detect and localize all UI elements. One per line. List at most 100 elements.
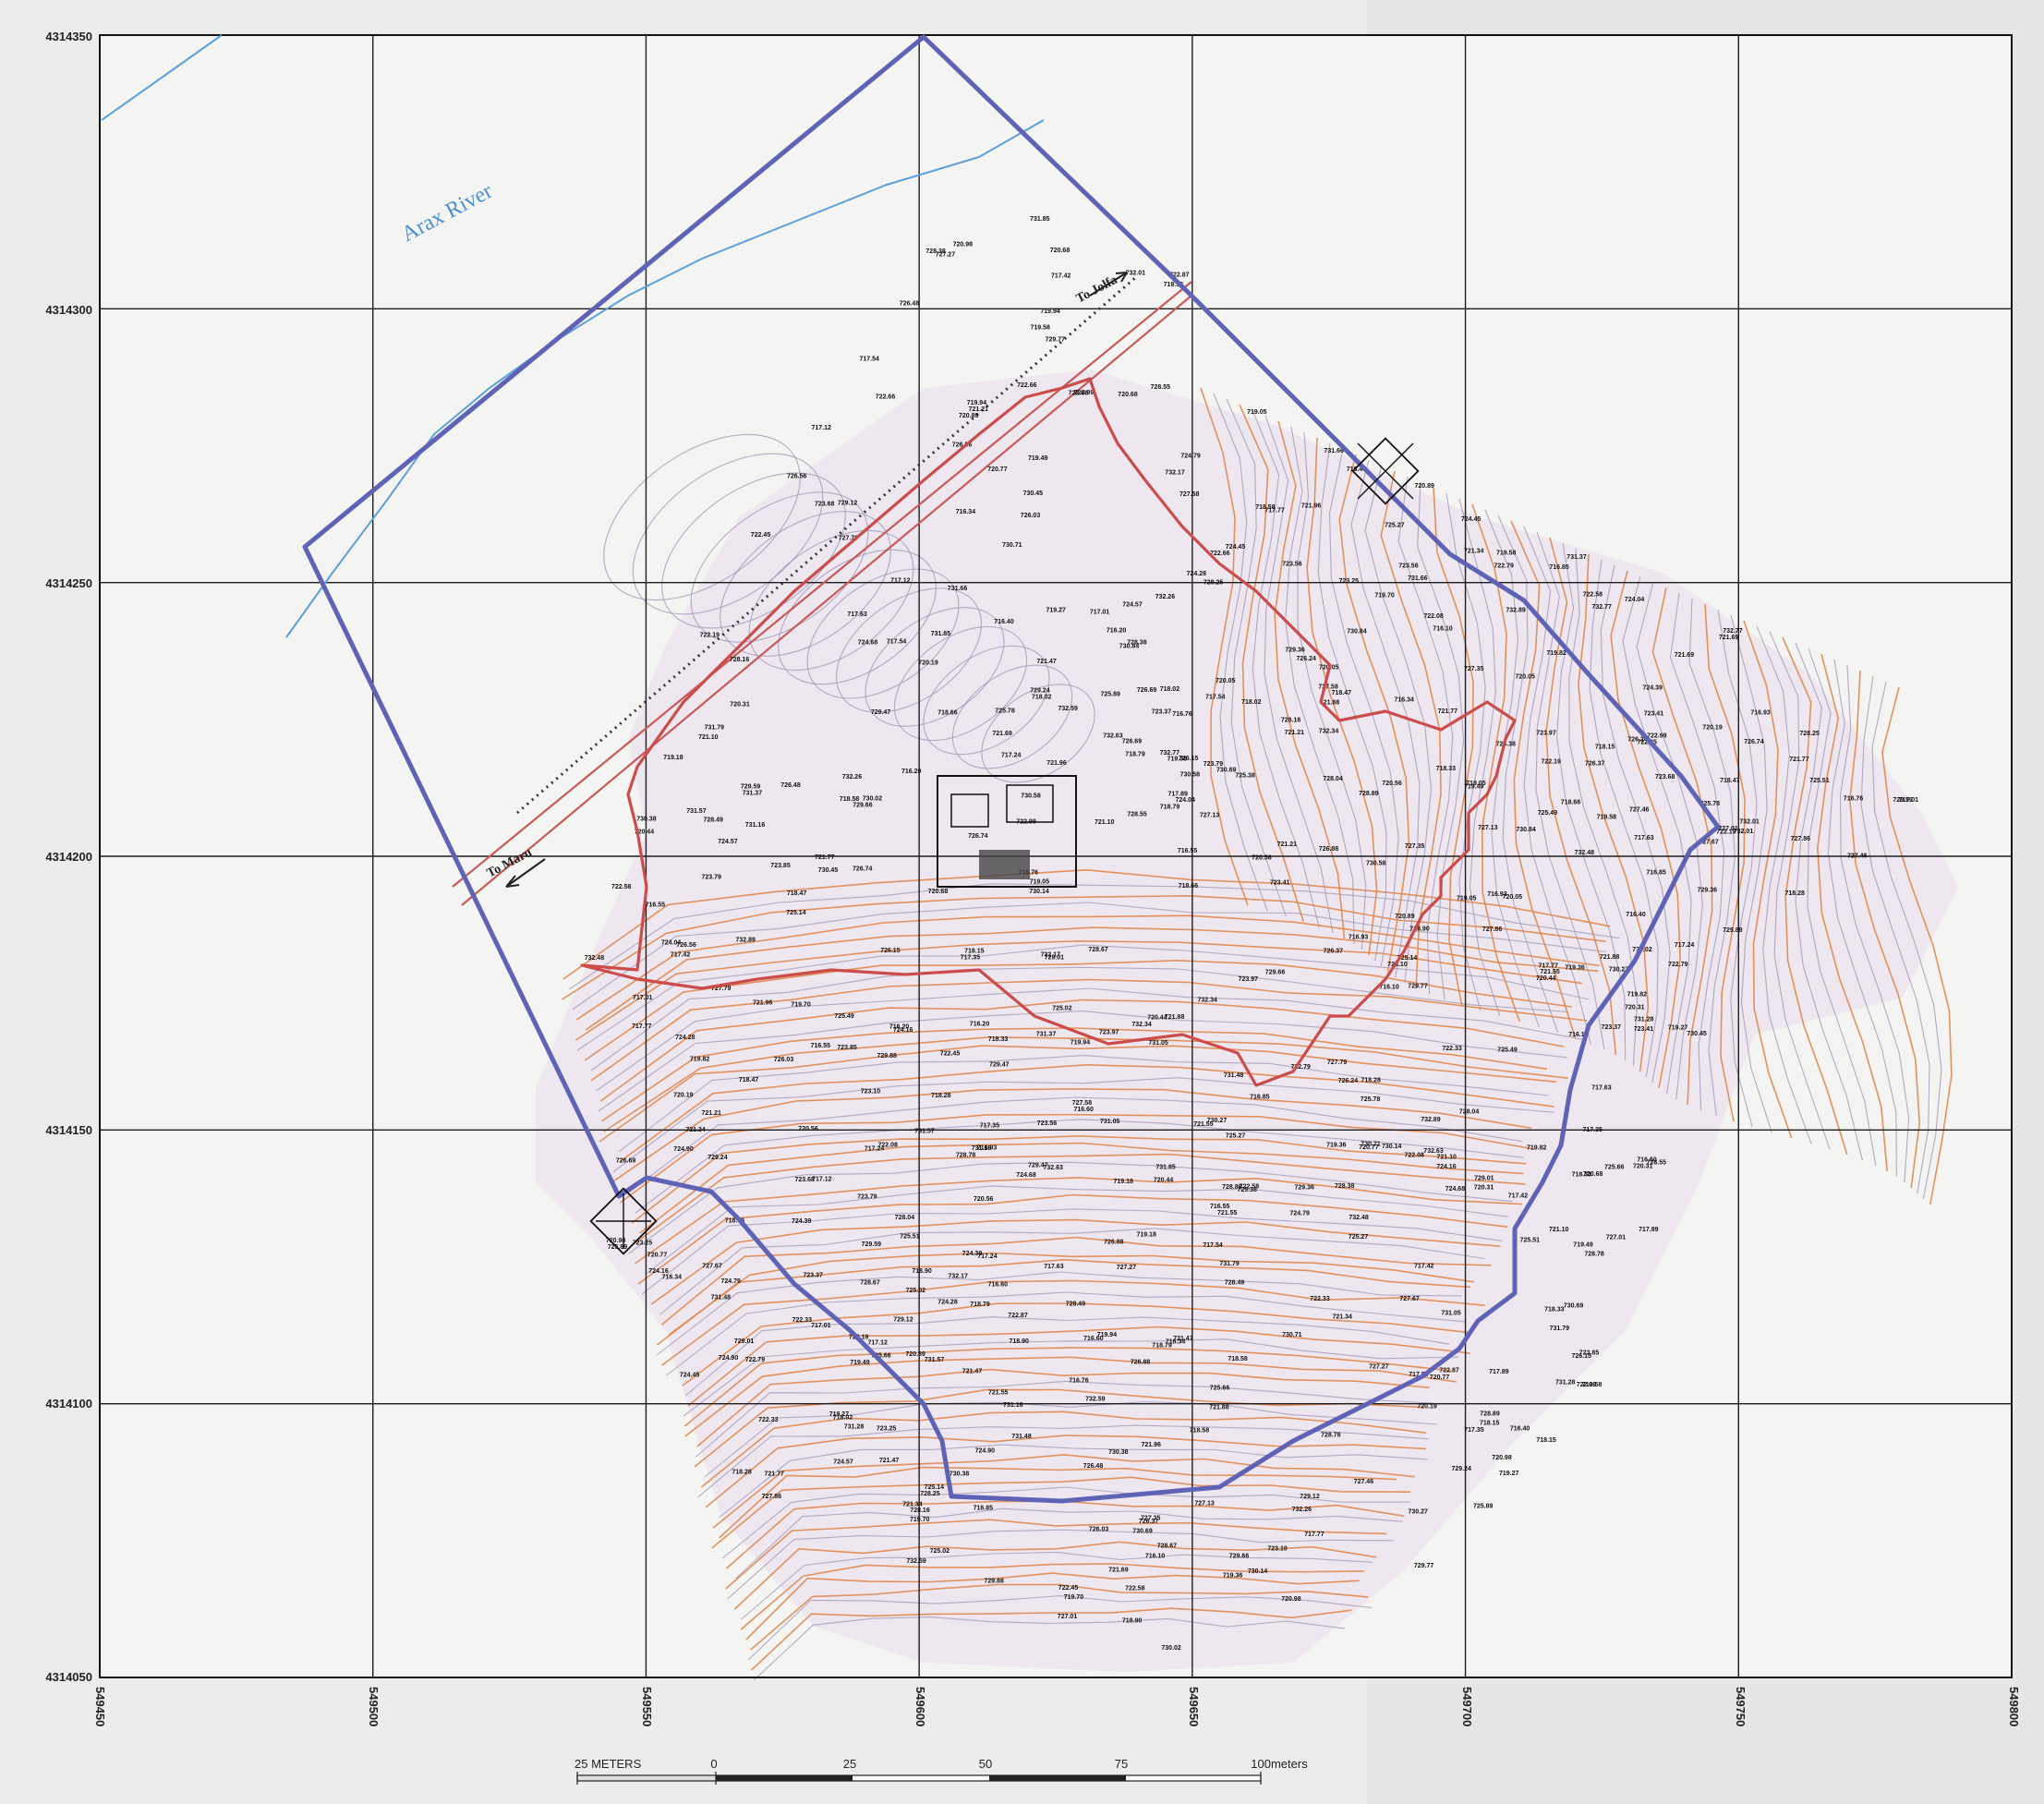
spot-height: 718.90 — [1409, 926, 1430, 932]
spot-height: 731.16 — [745, 822, 766, 829]
contour-line — [1297, 431, 1367, 950]
spot-height: 723.37 — [1602, 1024, 1622, 1031]
contour-line — [682, 1302, 1470, 1386]
contour-line — [611, 1088, 1532, 1183]
spot-height: 725.66 — [1210, 1386, 1230, 1392]
spot-height: 729.77 — [1046, 337, 1066, 344]
spot-height: 729.36 — [1295, 1185, 1315, 1192]
spot-height: 729.01 — [1045, 955, 1065, 962]
scale-label-100: 100meters — [1251, 1757, 1308, 1771]
contour-line — [1730, 614, 1772, 1133]
spot-height: 724.90 — [719, 1355, 739, 1362]
spot-height: 729.24 — [1030, 688, 1050, 695]
spot-height: 731.37 — [1036, 1032, 1057, 1038]
spot-height: 732.01 — [1734, 829, 1754, 835]
spot-height: 729.47 — [989, 1062, 1010, 1069]
spot-height: 720.68 — [928, 889, 949, 895]
spot-height: 723.68 — [795, 1177, 816, 1183]
road-line-1 — [452, 281, 1192, 888]
contour-line — [1285, 426, 1355, 945]
spot-height: 727.46 — [1847, 854, 1868, 860]
spot-height: 725.49 — [834, 1013, 854, 1020]
spot-height: 716.10 — [1433, 625, 1453, 632]
arrow-to-marand-icon — [505, 858, 546, 888]
spot-height: 731.05 — [1148, 1040, 1168, 1047]
spot-height: 723.37 — [1152, 708, 1172, 715]
spot-height: 720.68 — [1050, 248, 1070, 254]
spot-height: 726.03 — [1021, 513, 1041, 519]
spot-height: 718.47 — [787, 890, 807, 897]
spot-height: 725.38 — [1235, 773, 1255, 780]
contour-line — [1717, 609, 1758, 1128]
spot-height: 716.60 — [1083, 1336, 1104, 1342]
survey-marker-sw — [589, 1187, 658, 1255]
spot-height: 717.63 — [1634, 835, 1654, 841]
contour-line — [637, 1193, 1508, 1285]
spot-height: 716.55 — [646, 902, 666, 909]
contour-line — [718, 1466, 1397, 1539]
spot-height: 726.56 — [676, 942, 696, 949]
contour-line — [735, 1507, 1403, 1580]
spot-height: 727.27 — [1369, 1363, 1389, 1370]
contour-line — [620, 1113, 1535, 1204]
spot-height: 719.36 — [1565, 965, 1585, 972]
spot-height: 723.97 — [1239, 976, 1259, 983]
spot-height: 727.79 — [839, 535, 859, 541]
arax-river-bank-line — [285, 119, 1045, 638]
spot-height: 724.79 — [1290, 1210, 1311, 1217]
spot-height: 716.93 — [977, 1145, 998, 1152]
spot-height: 730.84 — [1347, 629, 1367, 636]
easting-label: 549650 — [1187, 1687, 1201, 1726]
spot-height: 730.38 — [949, 1471, 970, 1477]
spot-height: 716.76 — [1172, 711, 1192, 718]
spot-height: 720.89 — [1415, 483, 1435, 490]
spot-height: 718.33 — [1436, 766, 1457, 772]
spot-height: 732.48 — [1575, 850, 1595, 856]
spot-height: 720.19 — [918, 660, 938, 666]
spot-height: 723.25 — [633, 1241, 653, 1247]
spot-height: 720.31 — [1625, 1004, 1645, 1011]
contour-line — [574, 939, 1583, 1041]
spot-height: 717.35 — [961, 954, 981, 961]
spot-height: 730.71 — [1002, 542, 1022, 549]
spot-height: 731.57 — [914, 1128, 935, 1134]
spot-height: 718.02 — [1241, 699, 1262, 706]
spot-height: 722.19 — [1542, 759, 1562, 766]
spot-height: 717.24 — [977, 1253, 998, 1260]
spot-height: 724.16 — [893, 1027, 913, 1034]
spot-height: 724.68 — [1445, 1186, 1466, 1193]
spot-height: 726.15 — [1179, 756, 1199, 762]
spot-height: 721.34 — [1464, 548, 1484, 554]
spot-height: 731.79 — [1219, 1261, 1240, 1267]
spot-height: 720.56 — [1382, 781, 1402, 787]
spot-height: 716.40 — [994, 619, 1014, 625]
spot-height: 725.02 — [906, 1288, 926, 1294]
spot-height: 720.77 — [987, 466, 1008, 473]
spot-height: 717.63 — [847, 611, 867, 618]
contour-line — [590, 978, 1588, 1082]
contour-line — [684, 1356, 1457, 1437]
northing-label: 4314200 — [45, 850, 92, 864]
spot-height: 716.20 — [970, 1021, 990, 1027]
spot-height: 730.02 — [863, 795, 883, 802]
spot-height: 716.20 — [1107, 628, 1127, 635]
spot-height: 717.42 — [671, 952, 691, 959]
spot-height: 732.17 — [1041, 951, 1061, 958]
spot-height: 720.05 — [1216, 678, 1236, 684]
spot-height: 718.47 — [1720, 778, 1740, 784]
spot-height: 728.25 — [1203, 580, 1224, 587]
spot-height: 718.58 — [1228, 1356, 1248, 1362]
contour-line — [1545, 537, 1617, 1056]
spot-height: 719.82 — [1627, 991, 1648, 998]
contour-line — [1839, 664, 1910, 1183]
spot-height: 716.60 — [988, 1282, 1009, 1289]
contour-line — [1555, 542, 1627, 1061]
easting-label: 549550 — [640, 1687, 654, 1726]
spot-height: 725.51 — [900, 1234, 920, 1241]
spot-height: 724.04 — [1625, 597, 1645, 603]
spot-height: 717.89 — [1639, 1227, 1659, 1233]
spot-height: 722.87 — [1169, 272, 1190, 278]
easting-label: 549600 — [913, 1687, 927, 1726]
contour-line — [981, 684, 1095, 783]
contour-line — [1871, 681, 1942, 1200]
